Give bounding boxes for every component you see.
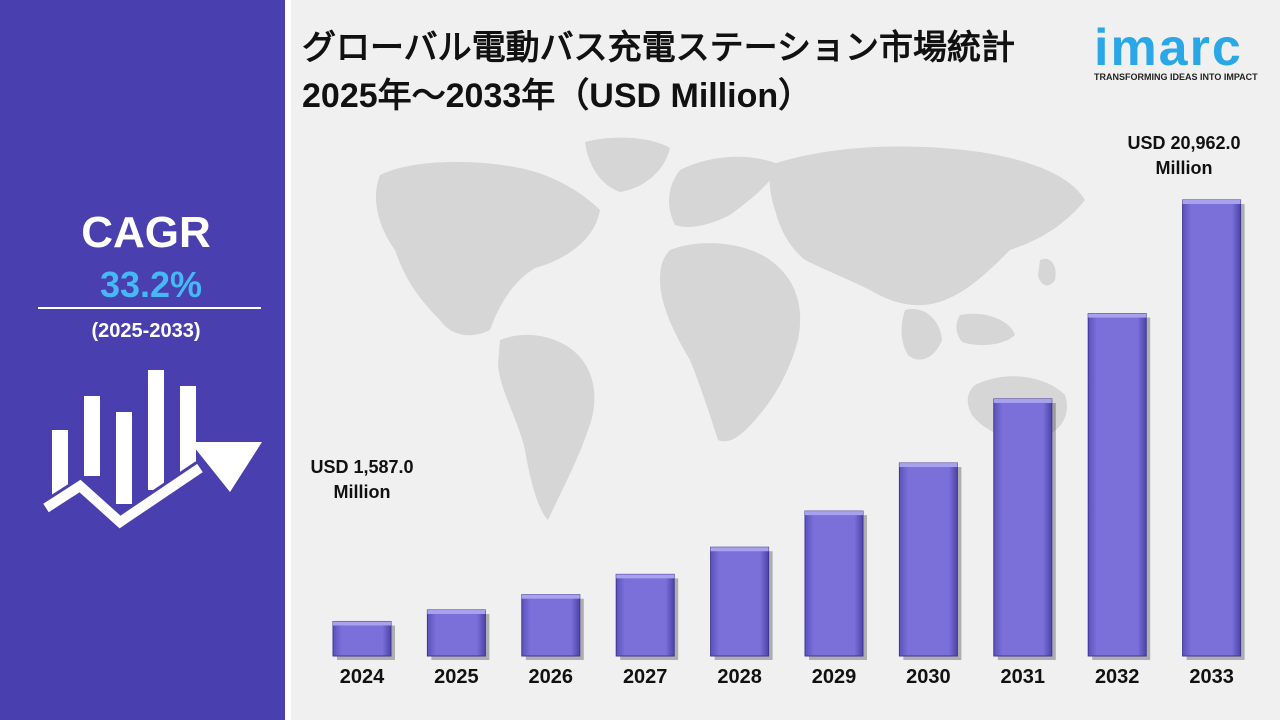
- bar-2026: [521, 594, 581, 657]
- bar-2032: [1087, 313, 1147, 657]
- bar-highlight-2028: [710, 547, 769, 552]
- x-tick-label-2031: 2031: [1001, 666, 1046, 688]
- bar-highlight-2024: [333, 621, 391, 626]
- cagr-period: (2025-2033): [91, 320, 201, 342]
- cagr-divider: [38, 307, 261, 309]
- bar-highlight-2031: [993, 398, 1052, 403]
- bar-2025: [426, 609, 486, 657]
- cagr-label: CAGR: [81, 208, 211, 257]
- first-value-callout: USD 1,587.0 Million: [310, 457, 414, 502]
- bar-2029: [804, 510, 864, 657]
- x-tick-label-2033: 2033: [1189, 666, 1234, 688]
- bar-highlight-2027: [616, 574, 675, 579]
- logo-tagline: TRANSFORMING IDEAS INTO IMPACT: [1094, 72, 1258, 82]
- imarc-logo: imarc TRANSFORMING IDEAS INTO IMPACT: [1094, 12, 1264, 92]
- growth-chart-icon: [41, 370, 262, 533]
- x-tick-label-2029: 2029: [812, 666, 857, 688]
- bar-highlight-2033: [1182, 200, 1241, 204]
- bar-2024: [332, 620, 392, 657]
- bar-highlight-2032: [1088, 313, 1147, 318]
- bar-highlight-2025: [427, 609, 486, 614]
- bar-2031: [993, 398, 1053, 657]
- bar-2028: [710, 546, 770, 657]
- x-tick-label-2025: 2025: [434, 666, 479, 688]
- bar-2027: [615, 573, 675, 657]
- left-panel: [0, 0, 285, 720]
- logo-wordmark: imarc: [1094, 19, 1243, 77]
- x-tick-label-2032: 2032: [1095, 666, 1140, 688]
- bar-highlight-2026: [521, 594, 580, 599]
- cagr-value: 33.2%: [99, 264, 203, 305]
- chart-title: グローバル電動バス充電ステーション市場統計 2025年～2033年（USD Mi…: [302, 29, 1015, 115]
- last-value-callout: USD 20,962.0 Million: [1127, 133, 1241, 178]
- x-tick-label-2024: 2024: [340, 666, 385, 688]
- x-tick-label-2028: 2028: [717, 666, 762, 688]
- bar-2030: [898, 462, 958, 657]
- x-tick-label-2027: 2027: [623, 666, 668, 688]
- bar-highlight-2029: [805, 511, 863, 516]
- bar-2033: [1182, 199, 1242, 657]
- x-tick-label-2026: 2026: [529, 666, 574, 688]
- bar-highlight-2030: [899, 463, 958, 468]
- panel-divider-strip: [285, 0, 291, 720]
- x-tick-label-2030: 2030: [906, 666, 951, 688]
